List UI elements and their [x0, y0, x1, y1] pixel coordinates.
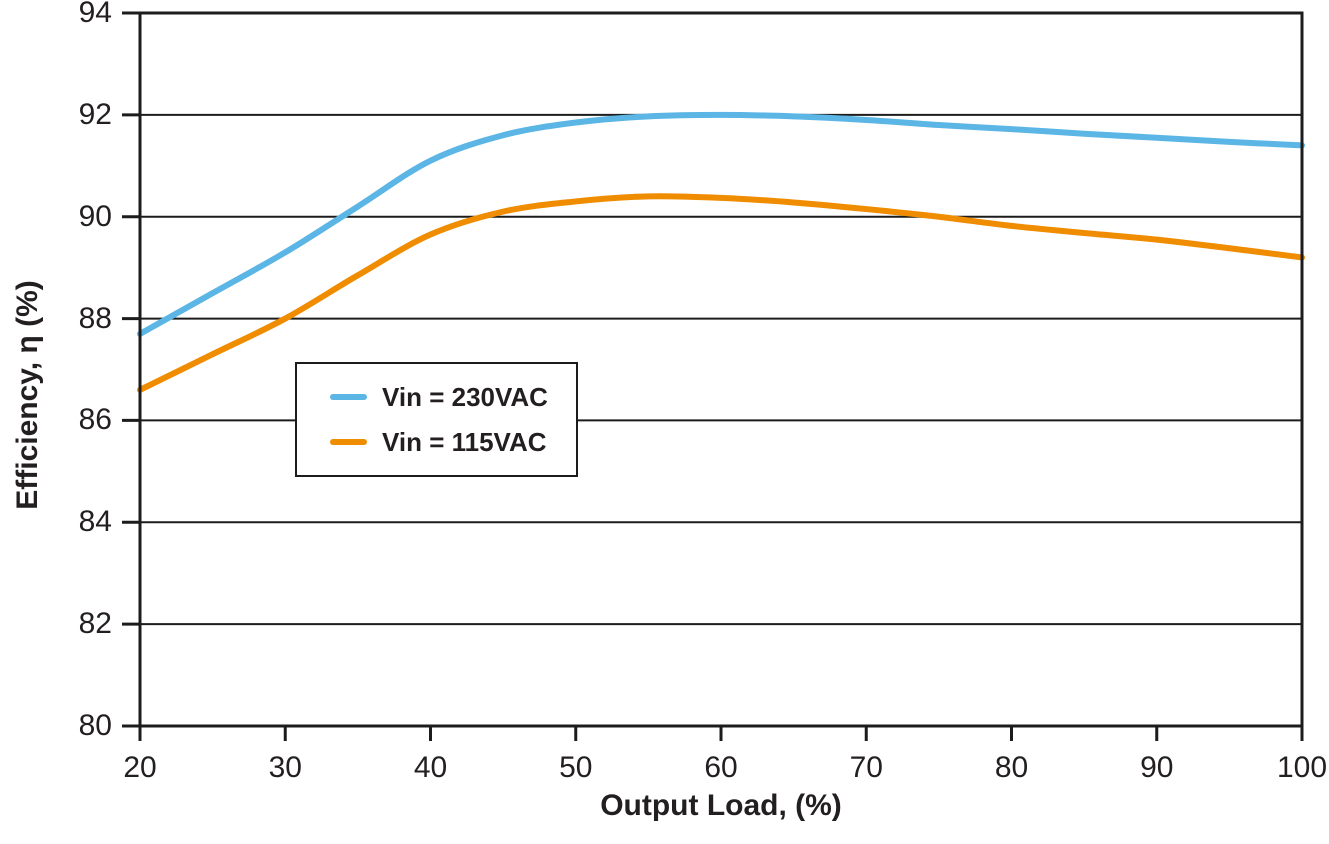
x-tick-label: 60 [704, 751, 738, 784]
legend-swatch-115vac-icon [330, 439, 367, 445]
x-tick-label: 40 [413, 751, 448, 784]
y-tick-label: 80 [78, 709, 112, 742]
curve-vin-230vac [137, 111, 1305, 337]
curve-vin-115vac [137, 193, 1305, 393]
y-tick-label: 82 [78, 607, 112, 641]
x-tick-label: 30 [268, 751, 302, 784]
y-tick-label: 90 [78, 199, 112, 233]
y-tick-label: 88 [78, 301, 112, 335]
legend-swatch-230vac-icon [330, 394, 367, 400]
legend-item-115vac: Vin = 115VAC [330, 427, 576, 458]
legend: Vin = 230VAC Vin = 115VAC [295, 362, 578, 477]
plot-border [138, 11, 1304, 728]
y-axis-title: Efficiency, η (%) [11, 280, 44, 510]
x-tick-label: 70 [849, 751, 883, 784]
x-tick-label: 80 [994, 751, 1029, 784]
x-tick-label: 90 [1140, 751, 1174, 784]
x-tick-label: 50 [559, 751, 593, 784]
legend-label-115vac: Vin = 115VAC [382, 426, 547, 457]
x-tick-label: 20 [123, 751, 157, 784]
y-tick-label: 94 [78, 0, 112, 29]
x-tick-label: 100 [1276, 751, 1328, 784]
legend-label-230vac: Vin = 230VAC [382, 381, 548, 412]
y-tick-label: 84 [78, 505, 112, 539]
x-axis-title: Output Load, (%) [600, 789, 842, 822]
y-tick-label: 86 [78, 403, 112, 437]
legend-item-230vac: Vin = 230VAC [330, 382, 576, 413]
y-tick-label: 92 [78, 97, 112, 131]
